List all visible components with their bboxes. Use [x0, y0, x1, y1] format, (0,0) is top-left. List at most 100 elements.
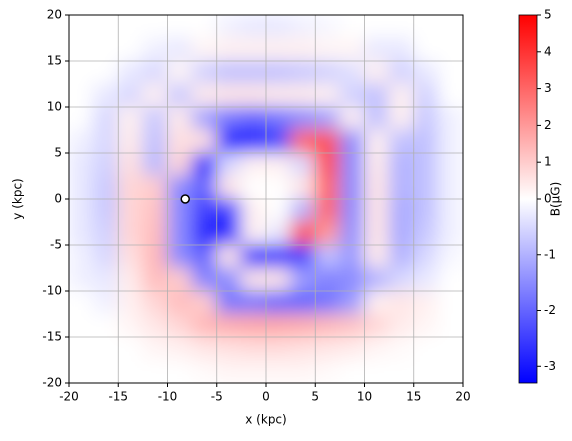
heat-cell [339, 106, 365, 131]
heat-cell [191, 198, 218, 223]
heat-cell [191, 267, 218, 292]
heat-cell [142, 290, 168, 315]
heat-cell [290, 37, 316, 62]
heat-cell [167, 152, 193, 177]
heat-cell [216, 290, 242, 315]
y-tick-label: 5 [54, 146, 62, 160]
heat-cell [93, 129, 119, 154]
heat-cell [339, 152, 365, 177]
heat-cell [388, 359, 415, 383]
heat-cell [388, 290, 415, 315]
heat-cell [69, 313, 95, 338]
heat-cell [240, 221, 267, 246]
heat-cell [290, 198, 316, 223]
heat-cell [167, 106, 193, 131]
heat-cell [339, 15, 365, 39]
heat-cell [364, 106, 390, 131]
heat-cell [93, 106, 119, 131]
heat-cell [167, 129, 193, 154]
heat-cell [93, 83, 119, 108]
heat-cell [265, 290, 292, 315]
heat-cell [339, 60, 365, 85]
colorbar-tick-label: 0 [544, 192, 552, 206]
heat-cell [290, 290, 316, 315]
heat-cell [191, 129, 218, 154]
heat-cell [117, 60, 144, 85]
heat-cell [364, 221, 390, 246]
heat-cell [290, 83, 316, 108]
heat-cell [142, 336, 168, 361]
heat-cell [314, 359, 341, 383]
heat-cell [290, 359, 316, 383]
heat-cell [69, 37, 95, 62]
y-tick-label: -10 [42, 284, 62, 298]
colorbar-label: B(μG) [549, 182, 563, 217]
heat-cell [69, 129, 95, 154]
heat-cell [314, 336, 341, 361]
heat-cell [413, 37, 439, 62]
heat-cell [413, 244, 439, 269]
heat-cell [364, 83, 390, 108]
heat-cell [388, 106, 415, 131]
heat-cell [93, 152, 119, 177]
colorbar-tick-label: -1 [544, 247, 556, 261]
heat-cell [437, 359, 463, 383]
heat-cell [265, 198, 292, 223]
heat-cell [437, 244, 463, 269]
heat-cell [413, 313, 439, 338]
heat-cell [388, 175, 415, 200]
heat-cell [339, 83, 365, 108]
heat-cell [142, 359, 168, 383]
heat-cell [216, 267, 242, 292]
heat-cell [413, 60, 439, 85]
heat-cell [69, 359, 95, 383]
x-axis-label: x (kpc) [245, 413, 286, 427]
heat-cell [265, 129, 292, 154]
heat-cell [93, 336, 119, 361]
heat-cell [93, 313, 119, 338]
x-tick-label: 0 [262, 390, 270, 404]
heat-cell [265, 267, 292, 292]
heat-cell [290, 221, 316, 246]
heat-cell [314, 152, 341, 177]
heat-cell [364, 37, 390, 62]
heat-cell [69, 267, 95, 292]
heat-cell [314, 60, 341, 85]
heat-cell [314, 244, 341, 269]
heat-cell [437, 15, 463, 39]
heat-cell [93, 15, 119, 39]
heat-cell [314, 313, 341, 338]
x-tick-label: -15 [108, 390, 128, 404]
heat-cell [265, 15, 292, 39]
heat-cell [167, 244, 193, 269]
overlay: -20 -15 -10 -5 0 5 10 15 20-20-15-10-505101520-3… [42, 8, 556, 404]
colorbar-tick-label: 1 [544, 155, 552, 169]
heat-cell [314, 106, 341, 131]
heat-cell [142, 221, 168, 246]
heat-cell [290, 106, 316, 131]
heat-cell [437, 106, 463, 131]
heat-cell [191, 152, 218, 177]
heat-cell [364, 359, 390, 383]
x-tick-label: 20 [455, 390, 470, 404]
heat-cell [314, 221, 341, 246]
heat-cell [339, 244, 365, 269]
heat-cell [413, 267, 439, 292]
heat-cell [142, 244, 168, 269]
heat-cell [142, 37, 168, 62]
heat-cell [265, 60, 292, 85]
colorbar-tick-label: 4 [544, 44, 552, 58]
heat-cell [191, 37, 218, 62]
heat-cell [314, 267, 341, 292]
heat-cell [117, 313, 144, 338]
y-tick-label: 20 [47, 8, 62, 22]
heat-cell [69, 336, 95, 361]
heat-cell [191, 336, 218, 361]
heat-cell [437, 129, 463, 154]
heat-cell [117, 37, 144, 62]
heat-cell [413, 221, 439, 246]
heat-cell [69, 60, 95, 85]
heat-cell [339, 129, 365, 154]
heat-cell [290, 60, 316, 85]
heat-cell [93, 60, 119, 85]
